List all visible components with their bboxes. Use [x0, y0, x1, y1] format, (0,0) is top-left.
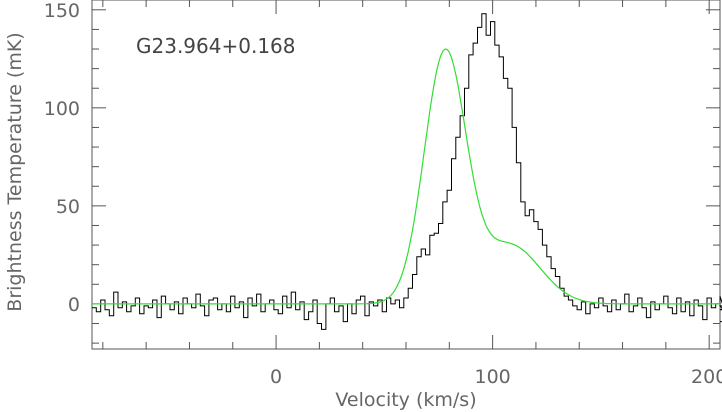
x-tick-label: 100	[474, 366, 510, 388]
gaussian-fit-line	[92, 48, 720, 305]
x-axis-label: Velocity (km/s)	[335, 389, 476, 411]
y-tick-labels: 0 50 100 150	[44, 0, 80, 316]
y-tick-label: 150	[44, 0, 80, 22]
y-tick-label: 50	[56, 196, 80, 218]
source-name-annotation: G23.964+0.168	[136, 34, 296, 58]
x-tick-labels: 0 100 200	[270, 366, 722, 388]
y-axis-label: Brightness Temperature (mK)	[4, 32, 26, 311]
spectrum-line	[92, 13, 722, 330]
tick-marks	[92, 0, 720, 349]
x-tick-label: 200	[691, 366, 722, 388]
y-tick-label: 0	[68, 294, 80, 316]
x-tick-label: 0	[270, 366, 282, 388]
y-tick-label: 100	[44, 98, 80, 120]
